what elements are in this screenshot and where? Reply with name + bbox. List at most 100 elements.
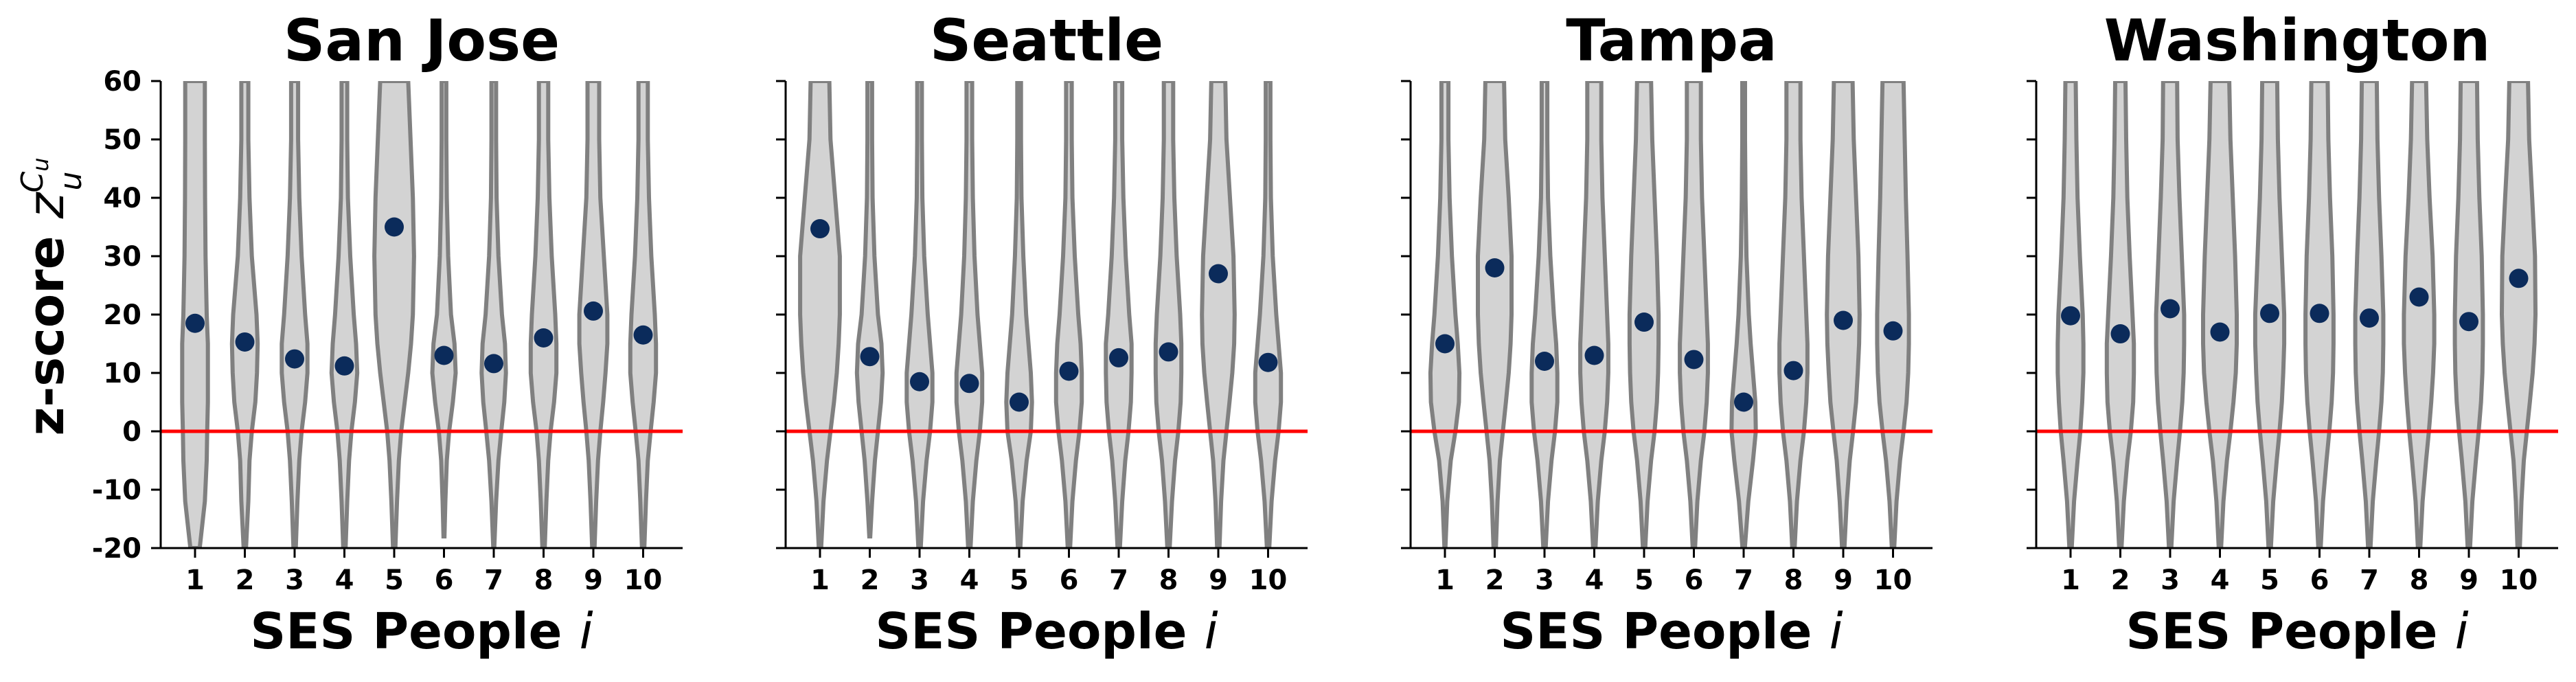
x-tick-label: 8 [1159,565,1178,596]
x-tick-label: 9 [2459,565,2478,596]
x-axis-variable: i [2455,602,2469,660]
violin-1 [1428,81,1462,548]
data-point-3 [285,349,304,369]
x-tick-label: 2 [2111,565,2130,596]
x-tick-label: 10 [1249,565,1288,596]
violin-3 [904,81,935,548]
x-tick-label: 2 [236,565,255,596]
violin-2 [2104,81,2136,548]
x-tick-label: 4 [960,565,979,596]
y-tick-label: -20 [92,533,141,565]
data-point-7 [484,354,503,374]
violin-8 [2402,81,2437,548]
data-point-6 [2310,304,2329,323]
violin-7 [1104,81,1134,548]
violin-4 [329,81,360,548]
x-tick-label: 9 [1834,565,1853,596]
data-point-5 [1634,312,1654,332]
data-point-6 [434,345,454,365]
x-tick-label: 4 [1585,565,1604,596]
panel-title: San Jose [284,7,560,74]
y-axis-title: z-score zCuu [15,157,89,435]
y-tick-label: 50 [103,124,141,156]
violin-10 [1253,81,1284,548]
x-axis-label: SES People i [250,602,593,660]
data-point-4 [334,356,354,376]
x-tick-label: 8 [2410,565,2429,596]
x-tick-label: 1 [810,565,830,596]
data-point-10 [1883,321,1903,341]
violin-8 [1777,81,1810,548]
data-point-10 [2509,269,2529,288]
panel-1: San Jose -20 -10 0 10 20 30 40 50 60 1 2 3 4 5 6 7 8 9 10 SE… [92,7,683,660]
x-tick-label: 1 [185,565,205,596]
y-tick-label: 60 [103,66,141,98]
violin-1 [798,81,842,548]
data-point-7 [2360,308,2379,328]
y-tick-label: 40 [103,183,141,214]
data-point-6 [1059,361,1079,381]
data-point-6 [1684,350,1704,370]
data-point-3 [910,372,929,391]
violin-4 [1578,81,1610,548]
violin-6 [430,81,458,538]
data-point-10 [633,325,653,345]
x-tick-label: 10 [2500,565,2538,596]
x-tick-label: 7 [484,565,503,596]
violin-5 [1004,81,1034,548]
data-point-2 [235,332,255,352]
x-tick-label: 7 [1734,565,1753,596]
x-tick-label: 3 [285,565,304,596]
data-point-8 [1159,342,1178,362]
data-point-4 [2210,322,2230,342]
x-tick-label: 1 [1435,565,1455,596]
x-axis-variable: i [1205,602,1218,660]
data-point-3 [2161,299,2180,319]
x-tick-label: 10 [1874,565,1913,596]
violin-10 [1875,81,1911,548]
violin-6 [1053,81,1084,548]
x-tick-label: 9 [584,565,603,596]
y-tick-label: -10 [92,475,141,506]
violin-10 [628,81,659,548]
x-tick-label: 6 [435,565,454,596]
x-tick-label: 7 [1109,565,1128,596]
x-tick-label: 5 [1634,565,1654,596]
x-tick-label: 6 [1060,565,1079,596]
violin-8 [528,81,559,548]
x-tick-label: 2 [860,565,880,596]
x-tick-label: 3 [2161,565,2180,596]
violin-8 [1153,81,1184,548]
data-point-1 [185,313,205,333]
x-tick-label: 5 [385,565,404,596]
violin-9 [1200,81,1237,548]
data-point-9 [584,301,603,321]
y-tick-label: 30 [103,241,141,273]
y-tick-label: 20 [103,299,141,331]
x-tick-label: 10 [624,565,663,596]
data-point-4 [1584,345,1604,365]
data-point-1 [2061,306,2080,326]
data-point-3 [1535,352,1554,371]
data-point-5 [1010,392,1029,412]
violin-4 [954,81,985,548]
violin-4 [2201,81,2239,548]
y-tick-label: 0 [122,416,141,448]
x-axis-variable: i [1830,602,1843,660]
data-point-5 [385,217,404,237]
x-tick-label: 1 [2061,565,2080,596]
violin-3 [280,81,310,548]
violin-10 [2499,81,2538,548]
x-tick-label: 4 [2211,565,2230,596]
data-point-2 [1485,258,1505,277]
x-axis-label: SES People i [1500,602,1843,660]
x-axis-variable: i [580,602,593,660]
data-point-4 [959,374,979,394]
x-axis-label: SES People i [875,602,1218,660]
panel-title: Seattle [930,7,1163,74]
x-tick-label: 4 [335,565,354,596]
panel-title: Washington [2104,7,2491,74]
violin-2 [854,81,885,538]
x-tick-label: 6 [2310,565,2329,596]
